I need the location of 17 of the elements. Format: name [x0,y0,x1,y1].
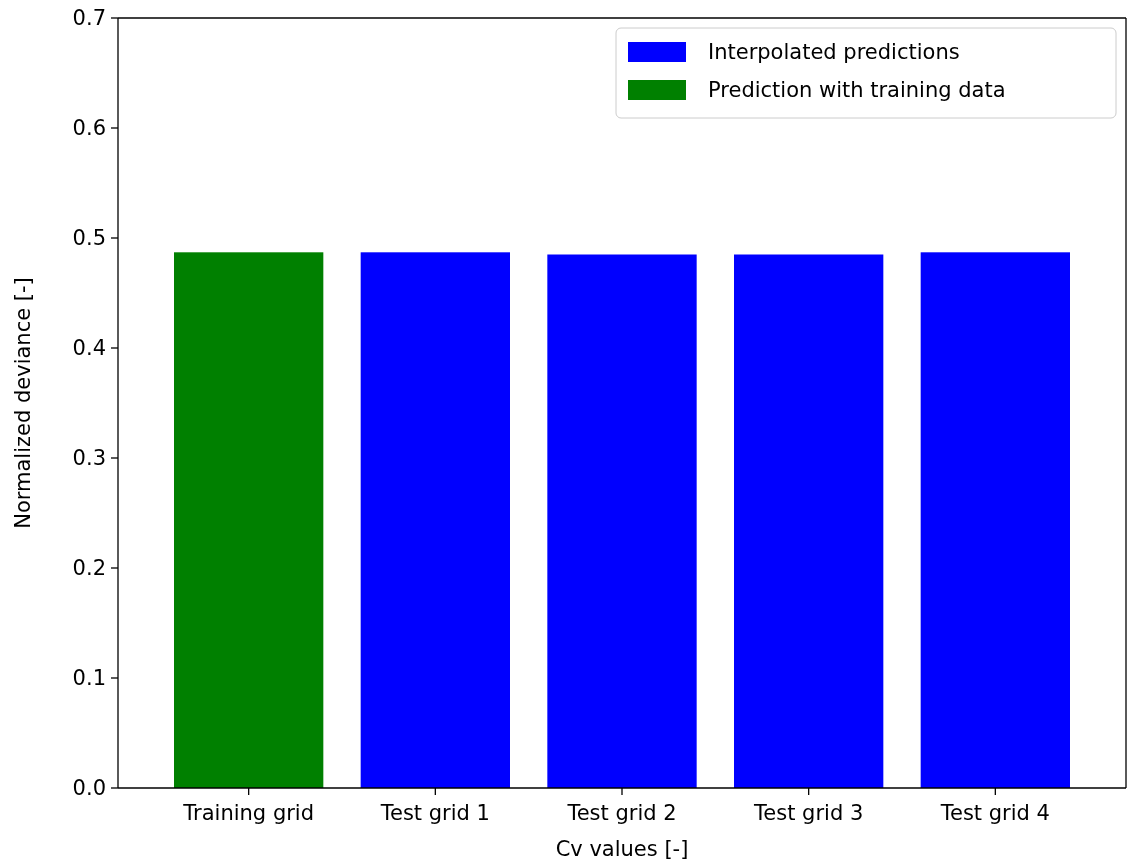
y-tick-label: 0.7 [72,6,106,31]
y-tick-label: 0.1 [72,666,106,691]
y-tick-label: 0.6 [72,116,106,141]
x-tick-label: Test grid 1 [379,801,490,825]
x-tick-label: Test grid 3 [753,801,864,825]
y-tick-label: 0.3 [72,446,106,471]
legend-label: Interpolated predictions [708,40,960,65]
legend-label: Prediction with training data [708,78,1006,103]
y-tick-label: 0.4 [72,336,106,361]
x-tick-label: Test grid 2 [566,801,677,825]
y-tick-label: 0.0 [72,776,106,801]
y-axis-title: Normalized deviance [-] [11,277,35,529]
x-axis-title: Cv values [-] [555,837,689,861]
y-tick-label: 0.2 [72,556,106,581]
x-tick-label: Test grid 4 [939,801,1050,825]
x-tick-label: Training grid [182,801,314,825]
y-tick-label: 0.5 [72,226,106,251]
